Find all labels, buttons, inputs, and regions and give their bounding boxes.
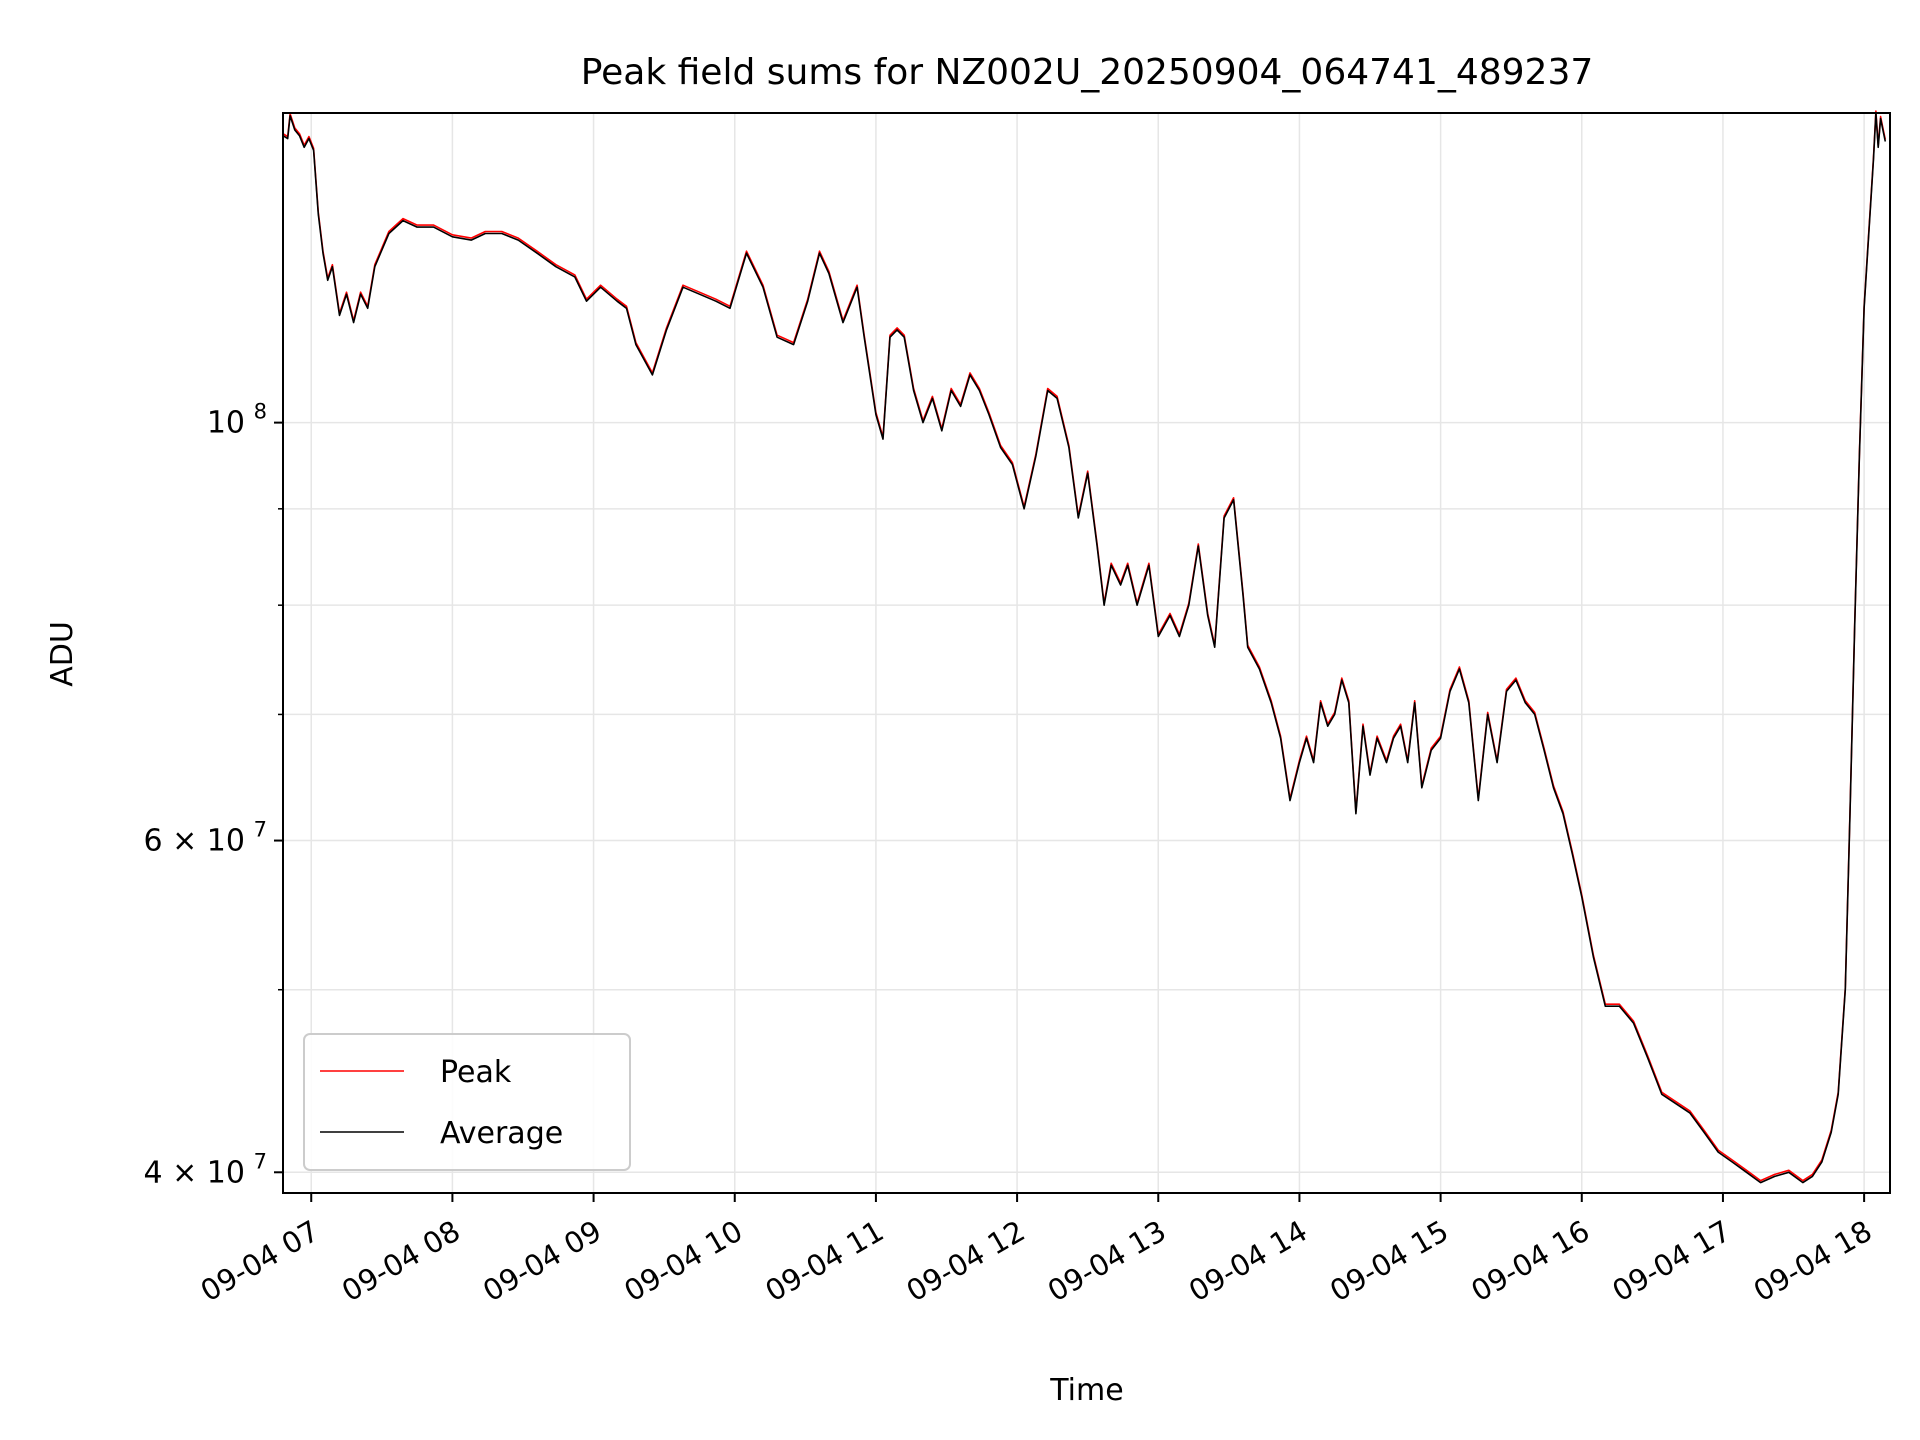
y-axis-label: ADU xyxy=(45,621,80,687)
legend-box xyxy=(303,1033,631,1171)
legend-label-average: Average xyxy=(440,1116,563,1151)
y-tick-exponent: 8 xyxy=(254,400,267,424)
y-axis-ticks: 10 8 6 × 10 7 4 × 10 7 xyxy=(144,400,283,1190)
series-layer xyxy=(282,110,1887,1184)
y-tick-label: 10 xyxy=(207,406,245,441)
chart-title: Peak field sums for NZ002U_20250904_0647… xyxy=(581,52,1594,93)
y-tick-label: 6 × 10 xyxy=(144,824,245,859)
series-line-average xyxy=(282,112,1887,1184)
y-tick-exponent: 7 xyxy=(254,1149,267,1173)
y-tick-exponent: 7 xyxy=(254,818,267,842)
legend-label-peak: Peak xyxy=(440,1055,512,1090)
x-axis-label: Time xyxy=(1049,1373,1123,1408)
plot-frame xyxy=(282,112,1891,1194)
legend: Peak Average xyxy=(303,1033,631,1171)
y-tick-label: 4 × 10 xyxy=(144,1155,245,1190)
